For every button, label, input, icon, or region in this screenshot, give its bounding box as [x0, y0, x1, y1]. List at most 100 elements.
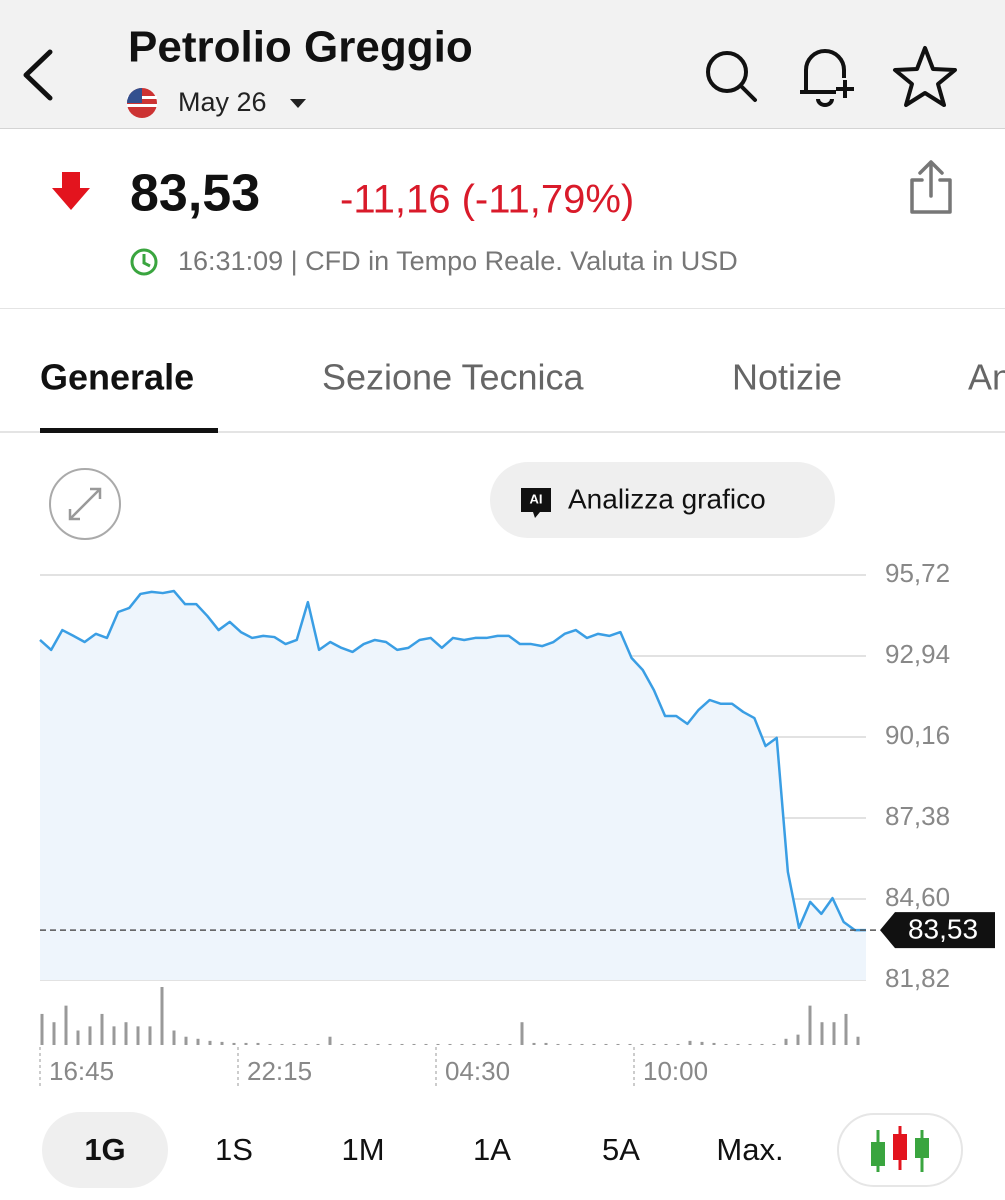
volume-bar: [436, 1043, 440, 1045]
volume-bar: [640, 1043, 644, 1045]
volume-bar: [496, 1043, 500, 1045]
ai-badge: AI: [530, 491, 543, 506]
share-icon[interactable]: [910, 160, 952, 214]
volume-bar: [448, 1043, 452, 1045]
back-button[interactable]: [23, 49, 53, 101]
volume-bar: [508, 1043, 512, 1045]
change: -11,16 (-11,79%): [340, 178, 634, 222]
volume-bar: [688, 1040, 692, 1045]
volume-bar: [316, 1043, 320, 1045]
expand-button[interactable]: [49, 468, 121, 540]
flag: [127, 88, 157, 118]
tab[interactable]: An: [968, 357, 1005, 398]
volume-bar: [76, 1030, 80, 1045]
last-price-tag: [880, 912, 995, 949]
volume-bar: [760, 1043, 764, 1045]
tab[interactable]: Sezione Tecnica: [322, 357, 584, 398]
volume-bar: [328, 1036, 332, 1045]
range-selected-bg: [42, 1112, 168, 1188]
y-tick-label: 81,82: [885, 963, 950, 993]
volume-bar: [124, 1022, 128, 1045]
volume-bar: [244, 1042, 248, 1045]
volume-bar: [388, 1043, 392, 1045]
title: Petrolio Greggio: [128, 23, 473, 72]
volume-bar: [652, 1043, 656, 1045]
volume-bar: [352, 1043, 356, 1045]
volume-bar: [592, 1043, 596, 1045]
volume-bar: [532, 1042, 536, 1045]
x-tick-label: 16:45: [49, 1056, 114, 1086]
volume-bar: [832, 1022, 836, 1045]
price-line: [39, 589, 866, 932]
analyze-label[interactable]: Analizza grafico: [568, 483, 766, 514]
status: 16:31:09 | CFD in Tempo Reale. Valuta in…: [178, 246, 738, 276]
volume-bar: [340, 1043, 344, 1045]
favorite-icon[interactable]: [893, 46, 957, 107]
header-bg: [0, 0, 1005, 128]
range-option[interactable]: 1S: [215, 1132, 253, 1167]
price: 83,53: [130, 165, 260, 223]
last-price-label: 83,53: [908, 914, 978, 945]
x-tick-label: 10:00: [643, 1056, 708, 1086]
y-tick-label: 87,38: [885, 801, 950, 831]
tab[interactable]: Generale: [40, 357, 194, 398]
volume-bar: [220, 1041, 224, 1045]
y-tick-label: 92,94: [885, 639, 950, 669]
volume-bar: [484, 1043, 488, 1045]
volume-bar: [820, 1022, 824, 1045]
ai-icon: [521, 488, 551, 518]
candle-icon: [871, 1126, 929, 1172]
volume-bar: [628, 1043, 632, 1045]
range-option[interactable]: 5A: [602, 1132, 640, 1167]
volume-bar: [304, 1043, 308, 1045]
search-icon[interactable]: [706, 51, 757, 102]
volume-bar: [292, 1043, 296, 1045]
volume-bar: [88, 1026, 92, 1045]
volume-bar: [616, 1043, 620, 1045]
y-tick-label: 84,60: [885, 882, 950, 912]
down-arrow: [52, 172, 90, 210]
subtitle[interactable]: May 26: [178, 87, 267, 117]
volume-bar: [724, 1043, 728, 1045]
y-tick-label: 90,16: [885, 720, 950, 750]
volume-bar: [256, 1042, 260, 1045]
x-tick-label: 22:15: [247, 1056, 312, 1086]
volume-bar: [712, 1042, 716, 1045]
volume-bar: [148, 1026, 152, 1045]
volume-bar: [544, 1042, 548, 1045]
volume-bar: [604, 1043, 608, 1045]
volume-bar: [736, 1043, 740, 1045]
volume-bar: [184, 1036, 188, 1045]
volume-bar: [136, 1026, 140, 1045]
volume-bar: [796, 1034, 800, 1045]
volume-bar: [52, 1022, 56, 1045]
volume-bar: [412, 1043, 416, 1045]
alert-icon[interactable]: [800, 49, 854, 107]
volume-bar: [112, 1026, 116, 1045]
dropdown-arrow[interactable]: [290, 99, 306, 108]
range-option[interactable]: 1A: [473, 1132, 511, 1167]
volume-bar: [268, 1043, 272, 1045]
volume-bar: [160, 987, 164, 1045]
volume-bar: [460, 1043, 464, 1045]
volume-bar: [376, 1043, 380, 1045]
range-option[interactable]: 1G: [84, 1132, 125, 1167]
volume-bar: [808, 1005, 812, 1045]
volume-bar: [856, 1036, 860, 1045]
tab[interactable]: Notizie: [732, 357, 842, 398]
volume-bar: [400, 1043, 404, 1045]
tab-underline: [40, 428, 218, 433]
range-option[interactable]: Max.: [716, 1132, 783, 1167]
volume-bar: [40, 1013, 44, 1045]
area: [40, 591, 866, 980]
volume-bar: [784, 1038, 788, 1045]
range-option[interactable]: 1M: [341, 1132, 384, 1167]
volume-bar: [172, 1030, 176, 1045]
volume-bar: [748, 1043, 752, 1045]
volume-bar: [208, 1040, 212, 1045]
volume-bar: [196, 1038, 200, 1045]
clock-icon: [130, 248, 158, 276]
analyze-button[interactable]: [490, 462, 835, 538]
